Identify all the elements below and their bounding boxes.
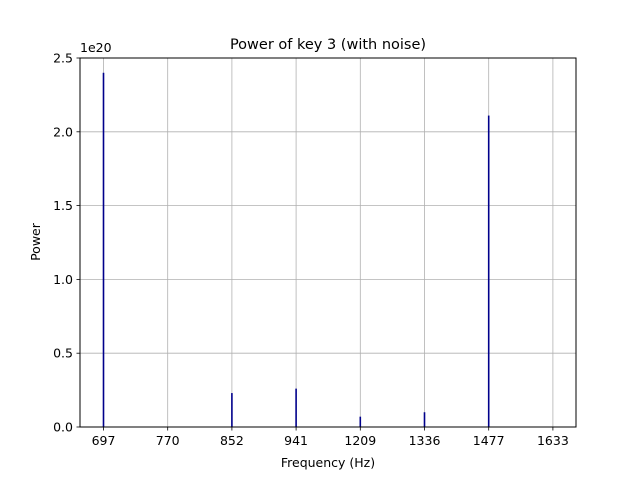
chart-title: Power of key 3 (with noise) <box>230 37 426 53</box>
bars-group <box>102 72 490 428</box>
x-tick-label: 1633 <box>537 433 569 448</box>
bar-1336 <box>423 412 426 427</box>
y-axis-label: Power <box>28 222 43 261</box>
y-tick-label: 0.0 <box>53 420 73 435</box>
plot-frame <box>79 57 577 428</box>
bar-1209 <box>359 416 362 427</box>
x-tick-label: 697 <box>92 433 116 448</box>
bar-697 <box>102 72 105 427</box>
y-tick-label: 0.5 <box>53 346 73 361</box>
bar-941 <box>295 388 297 427</box>
x-axis-ticks: 697 770 852 941 1209 1336 1477 1633 <box>92 427 569 448</box>
y-tick-label: 2.0 <box>53 124 73 139</box>
y-tick-label: 2.5 <box>53 51 73 66</box>
x-tick-label: 1477 <box>473 433 505 448</box>
x-tick-label: 1209 <box>344 433 376 448</box>
bar-1477 <box>487 115 490 428</box>
y-tick-label: 1.5 <box>53 198 73 213</box>
x-axis-label: Frequency (Hz) <box>281 455 375 470</box>
x-tick-label: 770 <box>156 433 180 448</box>
x-tick-label: 852 <box>220 433 244 448</box>
y-axis-ticks: 0.0 0.5 1.0 1.5 2.0 2.5 <box>53 51 80 435</box>
x-tick-label: 941 <box>284 433 308 448</box>
bar-852 <box>231 393 233 427</box>
y-tick-label: 1.0 <box>53 272 73 287</box>
x-tick-label: 1336 <box>409 433 441 448</box>
y-offset-label: 1e20 <box>80 40 112 55</box>
